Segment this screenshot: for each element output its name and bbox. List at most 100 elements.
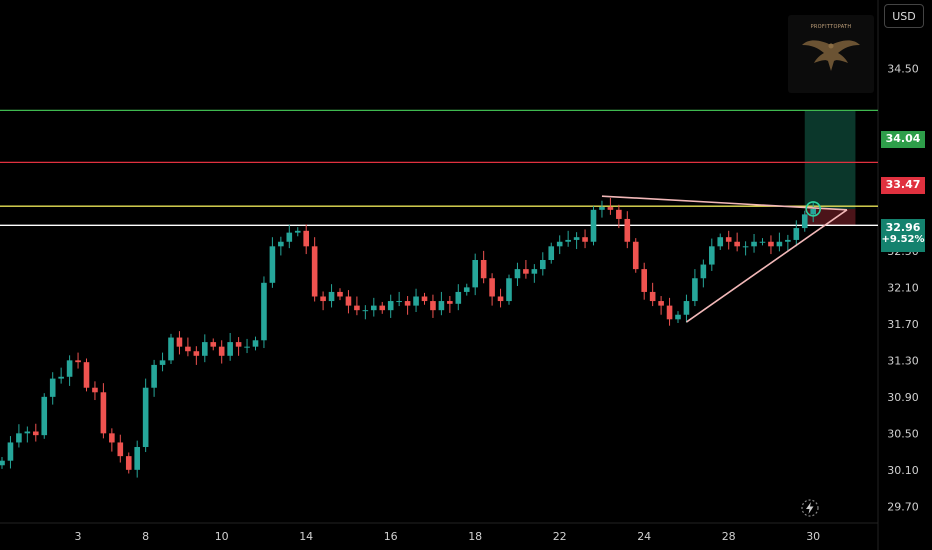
candle-body [41,396,48,436]
candle-body [489,278,495,297]
candle-body [463,287,470,292]
candle-body [709,246,715,265]
candle-body [421,296,428,302]
candle-body [269,246,276,283]
candle-body [556,241,563,247]
candle-body [649,291,656,302]
y-tick-label: 32.10 [887,281,919,294]
candle-body [151,364,157,388]
x-tick-label: 10 [215,530,229,543]
candle-body [379,305,386,311]
x-tick-label: 28 [722,530,736,543]
current-price-change: +9.52% [881,234,925,245]
candle-body [210,342,217,347]
candle-body [573,237,580,240]
candle-body [66,360,73,377]
candle-body [387,301,394,311]
candle-body [700,264,707,279]
y-tick-label: 29.70 [887,500,919,513]
candle-body [58,376,64,379]
breakout-marker [805,201,822,217]
candle-body [83,362,90,388]
candle-body [159,360,166,365]
candle-body [548,246,555,260]
x-tick-label: 8 [142,530,149,543]
candle-body [235,342,242,347]
candle-body [16,433,22,443]
candle-body [185,346,191,352]
candle-body [565,239,571,242]
candle-body [371,305,377,311]
candle-body [683,301,690,315]
candle-body [768,241,774,247]
candle-body [717,237,724,247]
candle-body [328,291,335,302]
candle-body [33,431,39,436]
candle-body [624,218,631,242]
watermark-logo: PROFITTOPATH [788,15,874,93]
candle-body [75,360,81,363]
x-tick-label: 18 [468,530,482,543]
trendline-2 [685,209,848,323]
candle-body [447,301,453,304]
candle-body [227,342,233,356]
candle-body [404,301,411,306]
candle-body [632,241,639,270]
candle-body [607,207,614,210]
candle-body [303,230,309,247]
candle-body [472,260,478,288]
x-tick-label: 30 [806,530,820,543]
candle-body [311,246,318,297]
y-tick-label: 34.50 [887,62,919,75]
lightning-icon[interactable] [800,498,820,518]
candle-body [725,237,732,242]
candle-body [675,314,681,320]
candle-body [278,241,284,247]
watermark-text: PROFITTOPATH [810,24,852,30]
candle-body [616,209,622,219]
candle-body [430,301,436,311]
y-tick-label: 30.10 [887,464,919,477]
candle-body [218,346,225,356]
candle-body [0,460,5,466]
candle-body [7,442,14,461]
candle-body [193,351,200,356]
candle-body [100,392,107,434]
candle-body [413,296,419,306]
y-tick-label: 30.50 [887,427,919,440]
candle-body [692,278,698,302]
candle-body [117,442,124,457]
candle-body [168,337,174,361]
candle-body [506,278,512,302]
candle-body [742,246,749,248]
candle-body [252,340,259,347]
candle-body [734,241,740,247]
candle-body [320,296,326,302]
candle-body [354,305,360,311]
candle-body [345,296,352,306]
candle-body [666,305,673,320]
candle-body [793,228,800,240]
x-tick-label: 24 [637,530,651,543]
candle-body [396,301,402,303]
candle-body [109,433,115,443]
candle-body [480,260,487,279]
candle-body [540,260,546,270]
candle-body [801,214,808,229]
target-zone [804,110,856,209]
y-tick-label: 31.30 [887,354,919,367]
candle-body [523,269,529,274]
y-tick-label: 31.70 [887,318,919,331]
candle-body [641,269,647,292]
candle-body [759,241,766,243]
candle-body [438,301,445,311]
candle-body [176,337,183,347]
currency-selector[interactable]: USD [884,4,924,28]
current-price-value: 32.96 [885,221,921,234]
current-price-tag: 32.96 +9.52% [881,219,925,252]
x-tick-label: 22 [553,530,567,543]
candle-body [337,291,343,297]
eagle-icon [802,40,860,71]
